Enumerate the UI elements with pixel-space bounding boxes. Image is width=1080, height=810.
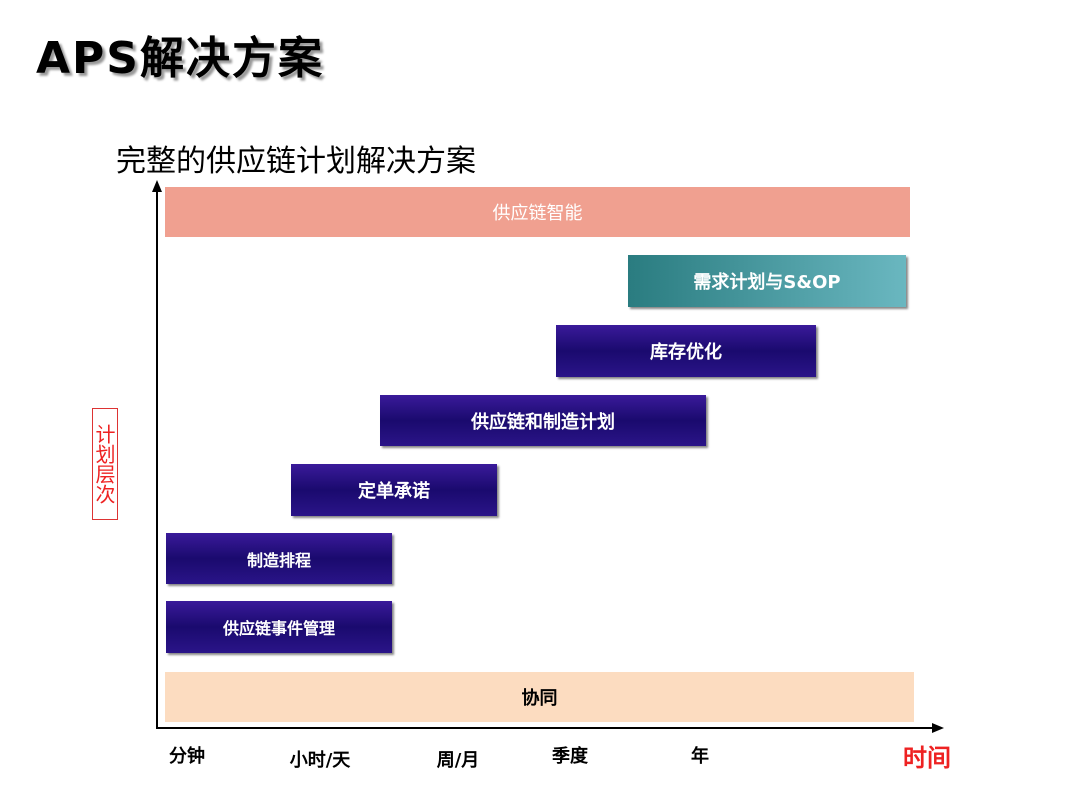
band: 需求计划与S&OP: [628, 255, 906, 307]
x-label: 季度: [552, 746, 588, 767]
band: 制造排程: [166, 533, 392, 584]
x-label: 周/月: [436, 750, 480, 771]
band: 供应链事件管理: [166, 601, 392, 653]
x-label: 小时/天: [289, 750, 351, 771]
x-axis-label: 时间: [903, 744, 951, 772]
subtitle: 完整的供应链计划解决方案: [116, 144, 476, 179]
band: 库存优化: [556, 325, 816, 377]
x-label: 分钟: [169, 746, 205, 767]
band: 协同: [165, 672, 914, 722]
slide-title: APS解决方案: [36, 33, 324, 84]
band: 供应链智能: [165, 187, 910, 237]
band: 供应链和制造计划: [380, 395, 706, 446]
band: 定单承诺: [291, 464, 497, 516]
y-axis-label: 计划层次: [92, 408, 118, 520]
x-label: 年: [691, 746, 709, 767]
